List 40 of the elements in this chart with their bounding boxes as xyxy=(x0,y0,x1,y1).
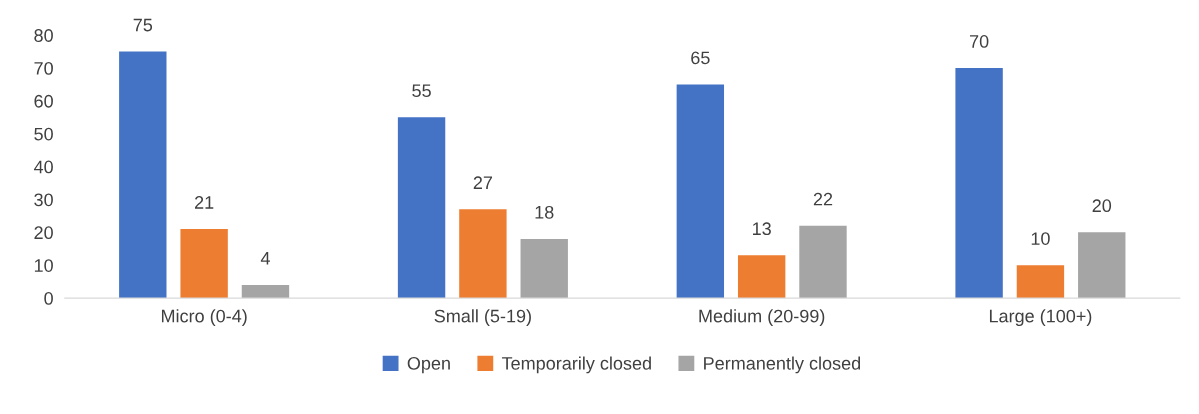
x-tick-label: Large (100+) xyxy=(989,309,1092,327)
x-tick-label: Small (5-19) xyxy=(434,309,531,327)
bar xyxy=(241,284,290,299)
bar xyxy=(1078,232,1126,299)
data-label: 18 xyxy=(535,205,554,219)
bar xyxy=(676,84,725,299)
bar xyxy=(119,51,167,299)
data-label: 13 xyxy=(753,222,771,236)
y-tick-label: 10 xyxy=(34,259,53,272)
data-label: 27 xyxy=(473,176,493,189)
y-tick-label: 80 xyxy=(34,29,53,42)
y-tick-label: 0 xyxy=(44,292,53,305)
bar xyxy=(459,209,507,299)
data-label: 10 xyxy=(1031,232,1050,245)
bar xyxy=(180,229,228,299)
bar xyxy=(799,225,847,299)
y-tick-label: 30 xyxy=(34,193,53,207)
bar xyxy=(737,255,786,299)
data-label: 22 xyxy=(813,192,833,206)
data-label: 21 xyxy=(195,196,214,209)
legend-label: Permanently closed xyxy=(704,356,861,374)
legend-label: Temporarily closed xyxy=(501,356,651,374)
data-label: 75 xyxy=(133,18,153,32)
data-label: 55 xyxy=(412,84,431,98)
y-tick-label: 60 xyxy=(34,94,53,108)
y-tick-label: 20 xyxy=(34,226,53,240)
y-tick-label: 50 xyxy=(34,127,53,141)
bar xyxy=(1016,265,1065,299)
legend-label: Open xyxy=(407,356,450,374)
data-label: 70 xyxy=(969,35,989,48)
y-tick-label: 40 xyxy=(33,160,53,174)
bar xyxy=(397,117,446,299)
y-tick-label: 70 xyxy=(34,61,53,75)
x-tick-label: Micro (0-4) xyxy=(161,309,247,327)
bar xyxy=(955,68,1003,299)
data-label: 65 xyxy=(691,51,710,65)
bar xyxy=(520,238,568,299)
x-tick-label: Medium (20-99) xyxy=(699,309,825,327)
data-label: 20 xyxy=(1092,199,1112,213)
data-label: 4 xyxy=(260,252,270,265)
